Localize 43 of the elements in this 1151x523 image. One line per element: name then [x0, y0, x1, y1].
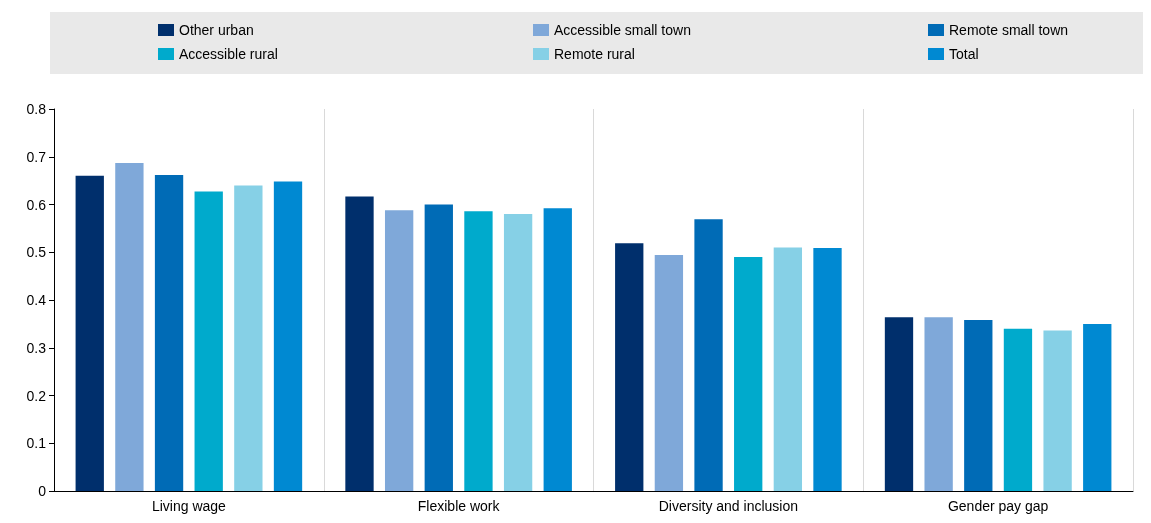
bar [503, 214, 533, 491]
bar [884, 317, 914, 491]
bar [1003, 328, 1033, 491]
bar [734, 257, 763, 491]
y-tick-label: 0.8 [26, 101, 47, 117]
y-tick-label: 0.2 [26, 387, 47, 404]
x-tick-label: Diversity and inclusion [658, 498, 799, 514]
bar [924, 317, 953, 491]
legend-label: Remote rural [554, 46, 635, 62]
bar [424, 204, 453, 491]
bar [384, 210, 414, 491]
bar [273, 181, 303, 491]
y-tick-label: 0.7 [26, 148, 47, 165]
x-tick-label: Living wage [151, 498, 227, 514]
bar [194, 191, 223, 491]
bar [964, 320, 993, 491]
y-tick-label: 0.5 [26, 244, 47, 261]
bar [1043, 330, 1072, 491]
bar [154, 174, 184, 491]
bar [234, 185, 263, 491]
y-tick-label: 0.4 [26, 292, 47, 308]
bar [345, 196, 374, 491]
bar [773, 247, 803, 491]
legend-label: Accessible small town [554, 22, 691, 38]
bar [813, 247, 842, 491]
y-tick-label: 0.3 [26, 339, 47, 356]
y-tick-label: 0.6 [26, 196, 47, 213]
y-tick-label: 0.1 [26, 435, 47, 452]
bar [115, 162, 144, 491]
bar [75, 175, 104, 491]
bar [654, 255, 684, 491]
x-tick-label: Gender pay gap [947, 498, 1049, 514]
legend-label: Remote small town [949, 22, 1069, 38]
bar [694, 219, 723, 491]
legend-label: Total [949, 46, 979, 62]
legend-label: Other urban [179, 22, 254, 38]
bar [615, 243, 644, 491]
legend-label: Accessible rural [179, 46, 278, 62]
bar [543, 208, 572, 491]
x-tick-label: Flexible work [417, 498, 501, 514]
bar [1083, 323, 1112, 491]
y-tick-label: 0 [38, 483, 47, 499]
bar [464, 211, 493, 491]
